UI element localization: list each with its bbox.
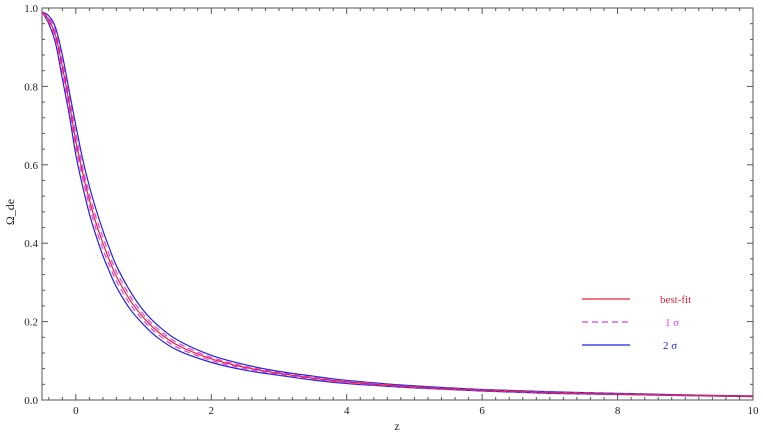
y-tick-label: 0.4 [24, 238, 38, 250]
x-ticks: 0 2 4 6 8 10 [48, 8, 760, 417]
y-tick-label: 0.0 [24, 395, 38, 407]
x-axis-label: z [394, 419, 399, 433]
series-layer [41, 11, 754, 398]
x-tick-label: 0 [73, 405, 79, 417]
legend-label-2-sigma: 2 σ [663, 340, 677, 352]
x-tick-label: 10 [748, 405, 760, 417]
series-line-best-fit [41, 11, 754, 397]
series-upper-2- [41, 11, 754, 397]
legend-label-best-fit: best-fit [660, 294, 691, 306]
y-ticks: 0.0 0.2 0.4 0.6 0.8 1.0 [24, 3, 753, 407]
y-tick-label: 0.6 [24, 160, 38, 172]
plot-frame [41, 7, 754, 401]
y-tick-label: 0.8 [24, 81, 38, 93]
y-tick-label: 1.0 [24, 3, 38, 15]
x-tick-label: 4 [344, 405, 350, 417]
series-lower-2- [41, 11, 754, 398]
x-tick-label: 6 [479, 405, 485, 417]
x-tick-label: 2 [209, 405, 215, 417]
legend: best-fit 1 σ 2 σ [582, 294, 691, 352]
x-tick-label: 8 [615, 405, 621, 417]
series-upper-1- [41, 11, 754, 397]
y-axis-label: Ω_de [3, 199, 17, 225]
y-tick-label: 0.2 [24, 317, 38, 329]
legend-label-1-sigma: 1 σ [665, 317, 679, 329]
series-lower-1- [41, 11, 754, 398]
